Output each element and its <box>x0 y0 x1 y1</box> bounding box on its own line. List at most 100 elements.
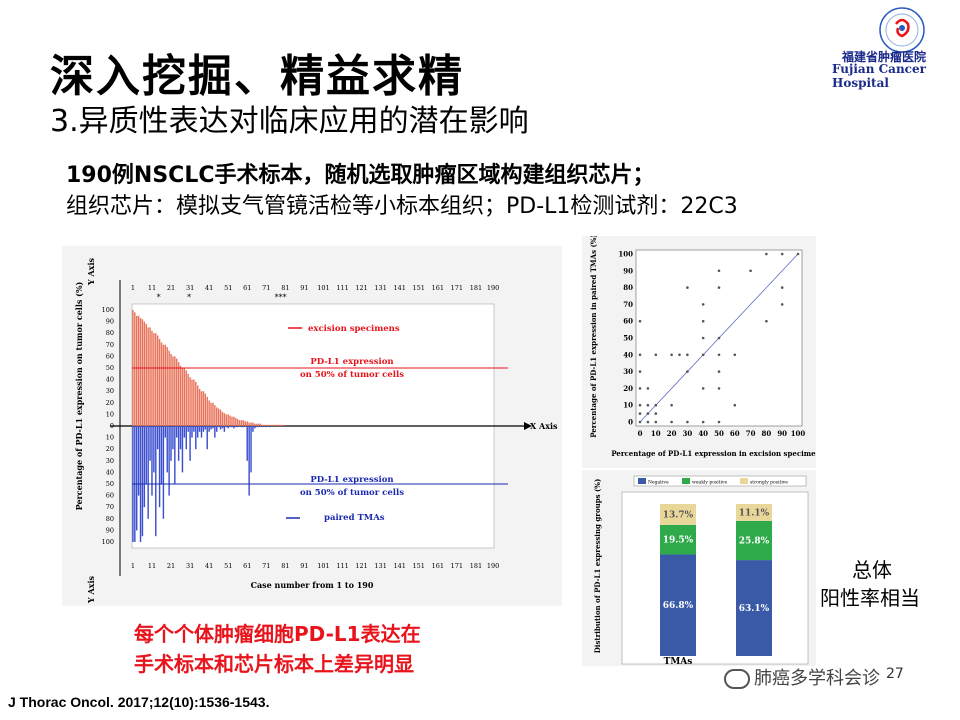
y-tick-label-upper: 0 <box>110 422 114 430</box>
stacked-segment <box>736 520 772 561</box>
excision-bar <box>271 424 273 426</box>
bottom-tick-label: 121 <box>355 562 367 570</box>
tma-bar <box>231 426 233 428</box>
scatter-point <box>638 319 642 323</box>
scatter-point <box>654 412 658 415</box>
scatter-y-tick: 50 <box>623 334 633 343</box>
excision-bar <box>189 377 191 426</box>
excision-bar <box>141 319 144 426</box>
y-tick-label-upper: 70 <box>106 341 114 349</box>
excision-bar <box>229 415 231 426</box>
scatter-point <box>717 387 721 390</box>
tma-bar <box>181 426 184 473</box>
top-tick-label: 111 <box>336 284 348 292</box>
excision-bar <box>275 424 277 426</box>
excision-bar <box>252 422 254 426</box>
bottom-tick-label: 151 <box>413 562 425 570</box>
tma-bar <box>174 426 176 484</box>
tma-bar <box>212 426 214 429</box>
scatter-point <box>733 403 737 407</box>
tma-bar <box>250 426 252 473</box>
excision-bar <box>233 416 235 426</box>
tma-bar <box>257 426 260 428</box>
excision-bar <box>196 385 199 426</box>
waterfall-ylabel: Percentage of PD-L1 expression on tumor … <box>74 281 84 510</box>
excision-bar <box>250 422 252 426</box>
stacked-segment <box>736 560 772 656</box>
hospital-name-cn: 福建省肿瘤医院 <box>842 50 927 64</box>
x-axis-arrow <box>524 422 532 430</box>
excision-bar <box>212 402 214 426</box>
top-tick-label: 141 <box>393 284 405 292</box>
legend-tma-label: paired TMAs <box>324 513 385 523</box>
excision-bar <box>240 420 243 426</box>
tma-bar <box>256 426 258 428</box>
tma-bar <box>217 426 220 428</box>
tma-bar <box>183 426 186 438</box>
excision-bar <box>267 424 269 426</box>
tma-bar <box>168 426 170 496</box>
tma-bar <box>210 426 212 430</box>
excision-bar <box>179 365 182 426</box>
scatter-point <box>686 370 689 373</box>
excision-bar <box>185 370 187 426</box>
scatter-point <box>646 403 650 407</box>
excision-bar <box>263 424 266 426</box>
scatter-point <box>654 403 658 407</box>
top-tick-label: 181 <box>470 284 482 292</box>
slide-title: 深入挖掘、精益求精 <box>50 51 464 102</box>
y-tick-label-upper: 50 <box>106 364 114 372</box>
bottom-tick-label: 61 <box>243 562 251 570</box>
scatter-point <box>780 286 784 289</box>
tma-bar <box>147 426 149 519</box>
y-tick-label-upper: 100 <box>102 306 114 314</box>
scatter-point <box>686 353 689 357</box>
bottom-tick-label: 31 <box>186 562 194 570</box>
tma-bar <box>170 426 172 461</box>
stacked-segment <box>660 504 696 525</box>
excision-bar <box>208 400 210 426</box>
tma-bar <box>143 426 146 508</box>
stacked-plot-area <box>621 491 809 665</box>
excision-bar <box>278 424 281 426</box>
tma-bar <box>164 426 167 438</box>
scatter-point <box>638 370 642 373</box>
tma-bar <box>155 426 157 537</box>
bottom-tick-label: 41 <box>205 562 213 570</box>
tma-bar <box>189 426 191 461</box>
significance-mark: * <box>157 293 161 302</box>
y-axis-bottom-label: Y Axis <box>86 576 96 605</box>
tma-bar <box>214 426 216 438</box>
stacked-legend-swatch <box>638 478 646 484</box>
top-tick-label: 81 <box>281 284 289 292</box>
scatter-point <box>678 353 681 357</box>
excision-bar <box>177 362 180 426</box>
top-tick-label: 51 <box>224 284 232 292</box>
scatter-x-tick: 50 <box>714 429 724 438</box>
citation: J Thorac Oncol. 2017;12(10):1536-1543. <box>8 694 270 710</box>
legend-pdl1-lower-2: on 50% of tumor cells <box>300 488 404 498</box>
scatter-point <box>717 420 721 424</box>
y-axis-top-label: Y Axis <box>86 258 96 287</box>
top-tick-label: 151 <box>413 284 425 292</box>
significance-mark: *** <box>275 293 287 302</box>
tma-bar <box>252 426 254 432</box>
excision-bar <box>174 356 176 426</box>
bottom-tick-label: 190 <box>487 562 499 570</box>
scatter-point <box>717 269 721 273</box>
scatter-chart: Percentage of PD-L1 expression in paired… <box>589 234 825 458</box>
top-tick-label: 121 <box>355 284 367 292</box>
top-tick-label: 131 <box>374 284 386 292</box>
scatter-point <box>780 303 784 306</box>
scatter-y-tick: 0 <box>628 418 633 427</box>
excision-bar <box>137 315 140 426</box>
stacked-segment-label: 25.8% <box>739 536 770 546</box>
scatter-point <box>654 353 658 357</box>
scatter-x-tick: 90 <box>777 429 787 438</box>
tma-bar <box>136 426 138 531</box>
y-tick-label-lower: 50 <box>106 480 114 488</box>
tma-bar <box>202 426 205 432</box>
excision-bar <box>147 327 149 426</box>
scatter-y-tick: 80 <box>623 283 633 292</box>
y-tick-label-upper: 20 <box>106 399 114 407</box>
